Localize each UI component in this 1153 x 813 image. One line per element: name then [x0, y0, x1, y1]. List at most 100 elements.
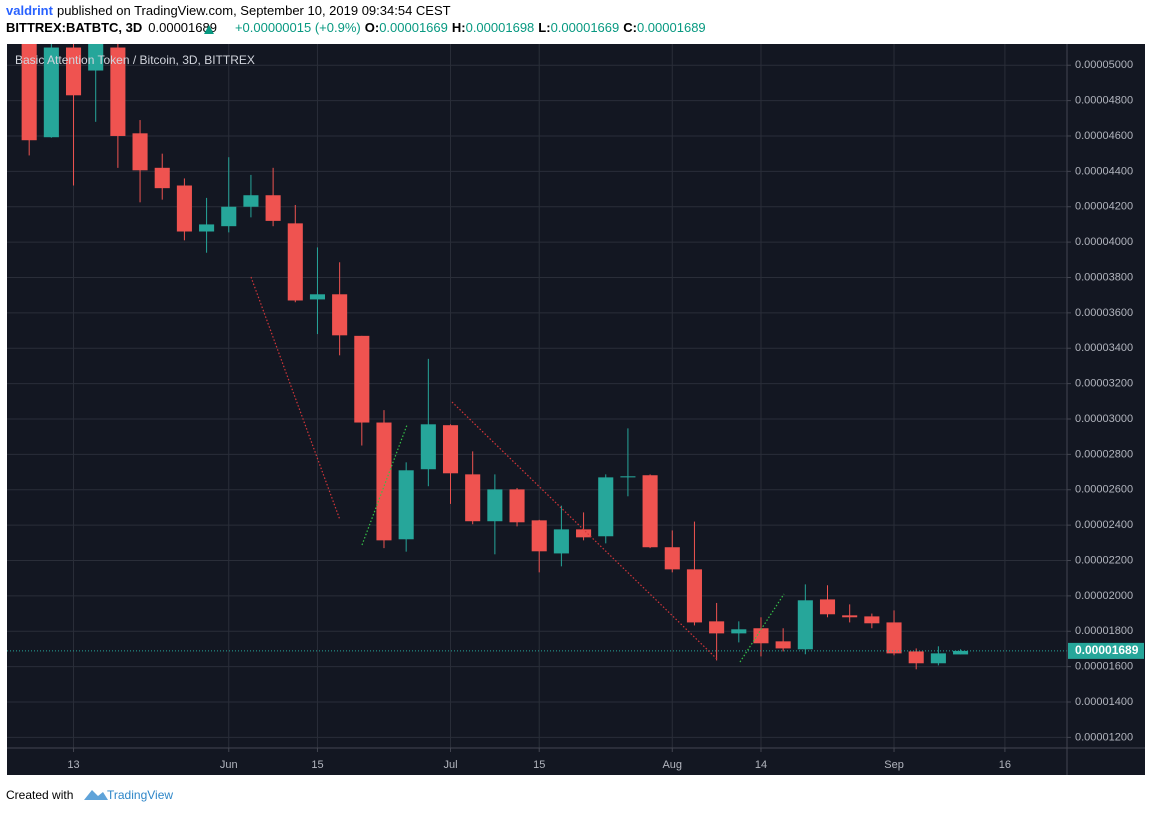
y-tick-label: 0.00001200	[1075, 731, 1133, 743]
candle-body	[953, 650, 969, 655]
candle-body	[509, 489, 525, 523]
trend-arrow	[739, 593, 785, 663]
y-tick-label: 0.00002800	[1075, 448, 1133, 460]
y-tick-label: 0.00002200	[1075, 554, 1133, 566]
y-tick-label: 0.00004800	[1075, 95, 1133, 107]
y-tick-label: 0.00001400	[1075, 696, 1133, 708]
candle-body	[819, 599, 836, 615]
trend-arrow	[250, 276, 341, 521]
symbol-line: BITTREX:BATBTC, 3D 0.00001689 +0.00000015 …	[6, 20, 706, 35]
change: +0.00000015 (+0.9%)	[235, 20, 361, 35]
last-price-label: 0.00001689	[1075, 643, 1139, 657]
annotations	[250, 276, 785, 663]
candle-body	[930, 653, 946, 664]
candle-body	[731, 629, 747, 634]
y-tick-label: 0.00002600	[1075, 484, 1133, 496]
x-tick-label: Jun	[220, 759, 238, 771]
candle-body	[487, 489, 503, 522]
x-tick-label: 14	[755, 759, 767, 771]
candle-body	[376, 422, 392, 541]
candle-body	[265, 195, 281, 221]
candle-body	[908, 651, 924, 664]
candle-body	[886, 622, 902, 654]
y-tick-label: 0.00003800	[1075, 271, 1133, 283]
author[interactable]: valdrint	[6, 3, 54, 18]
candle-body	[531, 520, 547, 552]
candle-body	[132, 133, 148, 171]
chart-title: Basic Attention Token / Bitcoin, 3D, BIT…	[15, 53, 255, 67]
candle-body	[420, 424, 436, 470]
close-label: C:	[623, 20, 637, 35]
footer-created: Created with	[6, 788, 73, 802]
chart-background	[7, 44, 1145, 775]
candle-body	[842, 615, 858, 618]
x-tick-label: 15	[533, 759, 545, 771]
y-tick-label: 0.00003400	[1075, 342, 1133, 354]
candle-body	[154, 167, 170, 189]
x-tick-label: Jul	[443, 759, 457, 771]
candle-body	[576, 529, 592, 538]
candle-body	[43, 47, 59, 138]
y-tick-label: 0.00001600	[1075, 661, 1133, 673]
low-value: 0.00001669	[551, 20, 620, 35]
close-value: 0.00001689	[637, 20, 706, 35]
candle-body	[221, 206, 237, 227]
candle-body	[797, 600, 813, 650]
candle-body	[465, 474, 481, 522]
symbol: BITTREX:BATBTC, 3D	[6, 20, 142, 35]
last-price: 0.00001689	[148, 20, 217, 35]
y-tick-label: 0.00002000	[1075, 590, 1133, 602]
candle-body	[686, 569, 702, 623]
candle-body	[864, 616, 880, 624]
candle-body	[620, 476, 636, 478]
candle-body	[709, 621, 725, 634]
candle-body	[110, 47, 126, 136]
high-value: 0.00001698	[466, 20, 535, 35]
candle-body	[176, 185, 192, 232]
candle-body	[287, 223, 303, 301]
candle-body	[442, 425, 459, 474]
candle-body	[88, 44, 104, 71]
y-tick-label: 0.00004000	[1075, 236, 1133, 248]
last-price-box	[1068, 642, 1144, 659]
up-triangle	[204, 25, 214, 34]
open-label: O:	[365, 20, 379, 35]
tv-logo	[84, 790, 108, 800]
candle-body	[664, 547, 680, 570]
candle-body	[775, 641, 791, 649]
candle-body	[354, 335, 370, 423]
candle-body	[753, 628, 769, 644]
x-tick-label: 13	[67, 759, 79, 771]
trend-arrow	[361, 424, 408, 546]
candle-body	[243, 195, 259, 207]
candles	[7, 44, 1067, 670]
y-tick-label: 0.00003600	[1075, 307, 1133, 319]
trend-arrow	[451, 401, 719, 661]
candle-body	[598, 477, 614, 537]
axes: 0.00001200 0.00001400 0.00001600 0.00001800…	[67, 59, 1144, 771]
x-tick-label: Sep	[884, 759, 904, 771]
y-tick-label: 0.00004600	[1075, 130, 1133, 142]
y-tick-label: 0.00001800	[1075, 625, 1133, 637]
footer-brand[interactable]: TradingView	[107, 788, 173, 802]
candle-body	[65, 47, 82, 96]
header-line: valdrint published on TradingView.com, Se…	[6, 3, 451, 18]
y-tick-label: 0.00003200	[1075, 378, 1133, 390]
y-tick-label: 0.00004200	[1075, 201, 1133, 213]
low-label: L:	[538, 20, 550, 35]
candle-body	[553, 529, 569, 554]
y-tick-label: 0.00004400	[1075, 165, 1133, 177]
candle-body	[332, 294, 348, 336]
candle-body	[642, 475, 658, 548]
candle-body	[199, 224, 215, 232]
candle-body	[21, 44, 37, 141]
y-tick-label: 0.00002400	[1075, 519, 1133, 531]
x-tick-label: 16	[999, 759, 1011, 771]
open-value: 0.00001669	[379, 20, 448, 35]
x-tick-label: Aug	[662, 759, 682, 771]
candle-body	[398, 470, 414, 540]
y-tick-label: 0.00005000	[1075, 59, 1133, 71]
candle-body	[309, 294, 325, 300]
